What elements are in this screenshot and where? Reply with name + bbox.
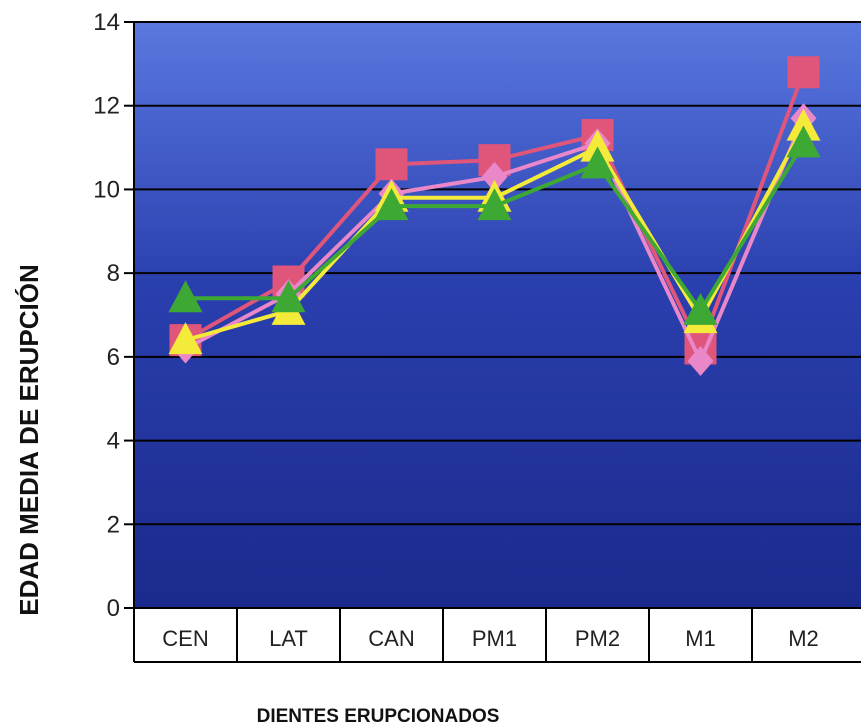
y-tick-label: 10 xyxy=(93,176,120,203)
data-point-square xyxy=(787,56,820,89)
data-point-triangle xyxy=(271,280,306,313)
data-point-diamond xyxy=(687,346,714,377)
data-point-triangle xyxy=(786,108,821,141)
y-tick-label: 8 xyxy=(107,260,120,287)
x-tick-label: CEN xyxy=(162,626,208,651)
data-point-triangle xyxy=(168,322,203,355)
x-tick-label: CAN xyxy=(368,626,414,651)
x-tick-label: M2 xyxy=(788,626,819,651)
data-point-square xyxy=(375,148,408,181)
y-tick-label: 4 xyxy=(107,428,120,455)
y-tick-label: 12 xyxy=(93,93,120,120)
data-point-triangle xyxy=(786,125,821,158)
y-tick-label: 2 xyxy=(107,511,120,538)
x-tick-label: LAT xyxy=(269,626,308,651)
x-axis-title: DIENTES ERUPCIONADOS xyxy=(257,706,500,726)
x-tick-label: M1 xyxy=(685,626,716,651)
data-point-triangle xyxy=(580,129,615,162)
y-tick-label: 14 xyxy=(93,9,120,36)
data-point-triangle xyxy=(580,146,615,179)
x-tick-label: PM1 xyxy=(472,626,517,651)
series xyxy=(168,125,821,325)
x-tick-label: PM2 xyxy=(575,626,620,651)
y-axis-title: EDAD MEDIA DE ERUPCIÓN xyxy=(14,264,44,616)
y-tick-label: 6 xyxy=(107,344,120,371)
data-point-triangle xyxy=(683,292,718,325)
axes: 0 2 4 6 8 10 12 14 CEN LAT CAN PM1 PM2 M1 M2 xyxy=(93,9,861,663)
data-point-triangle xyxy=(374,188,409,221)
data-point-triangle xyxy=(168,280,203,313)
series-layer xyxy=(168,56,821,377)
data-point-diamond xyxy=(481,161,508,192)
data-point-triangle xyxy=(477,188,512,221)
plot-area-background xyxy=(134,22,861,608)
y-tick-label: 0 xyxy=(107,595,120,622)
